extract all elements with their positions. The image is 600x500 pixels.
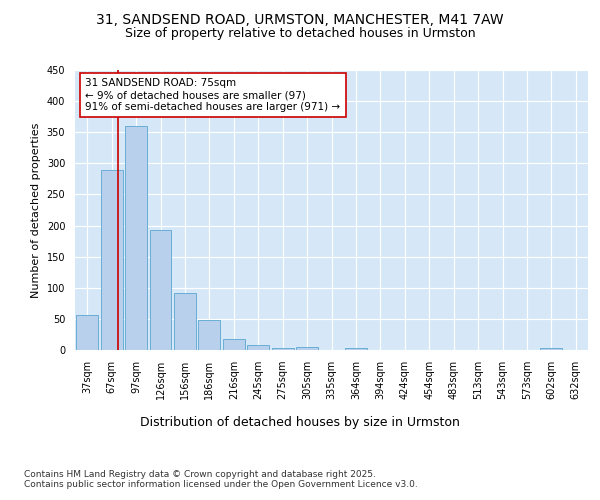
Bar (541, 348, 562, 350)
Text: Distribution of detached houses by size in Urmston: Distribution of detached houses by size … (140, 416, 460, 429)
Bar (101, 170, 122, 350)
Text: Contains HM Land Registry data © Crown copyright and database right 2025.
Contai: Contains HM Land Registry data © Crown c… (24, 470, 418, 490)
Bar (296, 347, 318, 350)
Bar (247, 345, 269, 350)
Bar (345, 348, 367, 350)
Bar (149, 230, 172, 350)
Bar (174, 293, 196, 350)
Bar (272, 348, 293, 350)
Bar (223, 339, 245, 350)
Bar (125, 126, 147, 350)
Y-axis label: Number of detached properties: Number of detached properties (31, 122, 41, 298)
Bar (199, 320, 220, 350)
Text: 31 SANDSEND ROAD: 75sqm
← 9% of detached houses are smaller (97)
91% of semi-det: 31 SANDSEND ROAD: 75sqm ← 9% of detached… (85, 78, 340, 112)
Bar (76, 314, 98, 350)
Text: 31, SANDSEND ROAD, URMSTON, MANCHESTER, M41 7AW: 31, SANDSEND ROAD, URMSTON, MANCHESTER, … (96, 12, 504, 26)
Text: Size of property relative to detached houses in Urmston: Size of property relative to detached ho… (125, 28, 475, 40)
